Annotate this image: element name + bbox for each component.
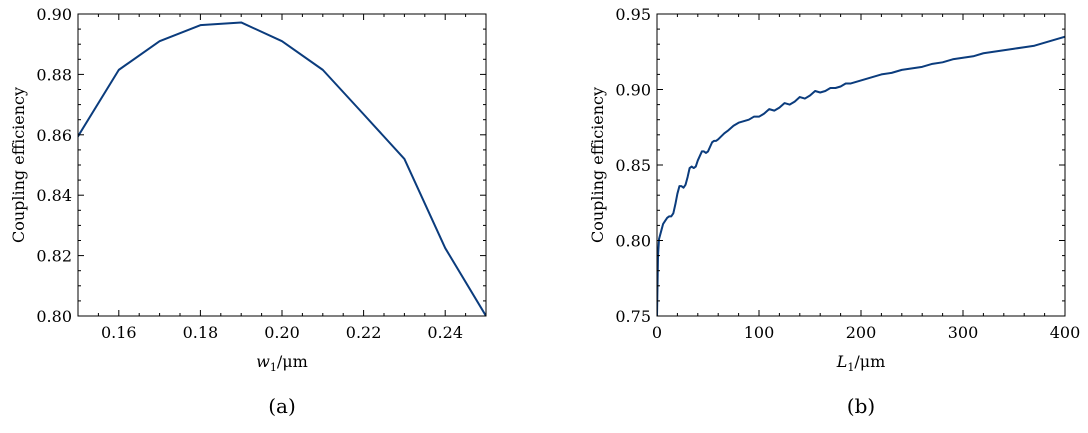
panel-b-y-tick-label: 0.90 — [615, 81, 651, 100]
panel-b-x-axis-label-var: L — [836, 352, 848, 371]
panel-b-y-tick-label: 0.85 — [615, 156, 651, 175]
panel-a-x-tick-label: 0.20 — [264, 323, 300, 342]
panel-b-x-axis-label-sub: 1 — [847, 361, 854, 374]
panel-a-x-axis-label-var: w — [256, 352, 270, 371]
panel-b-x-tick-label: 100 — [744, 323, 775, 342]
panel-a-y-axis-label: Coupling efficiency — [9, 87, 28, 243]
panel-a-x-tick-label: 0.22 — [346, 323, 382, 342]
panel-b-y-tick-label: 0.80 — [615, 232, 651, 251]
panel-b-y-axis-label: Coupling efficiency — [588, 87, 607, 243]
panel-b-x-tick-label: 400 — [1050, 323, 1081, 342]
panel-b-x-axis-label: L1/μm — [836, 352, 886, 374]
panel-a-x-axis-label-sub: 1 — [270, 361, 277, 374]
panel-a-x-axis-label-unit: /μm — [277, 352, 308, 371]
panel-a-y-tick-label: 0.90 — [36, 5, 72, 24]
panel-a-x-tick-label: 0.16 — [101, 323, 137, 342]
panel-b-y-tick-label: 0.95 — [615, 5, 651, 24]
panel-b-panel-label: (b) — [847, 394, 875, 418]
panel-a-y-tick-label: 0.88 — [36, 65, 72, 84]
panel-a-x-tick-label: 0.18 — [183, 323, 219, 342]
panel-b-series-line-0 — [657, 35, 1065, 316]
panel-b-x-tick-label: 200 — [846, 323, 877, 342]
panel-a-y-tick-label: 0.80 — [36, 307, 72, 326]
panel-a-plot-frame — [77, 13, 487, 317]
panel-a-series-line-0 — [78, 21, 486, 316]
panel-a-x-axis-label: w1/μm — [256, 352, 308, 374]
panel-b: 0 100 200 300 400 0.75 0.80 0.85 0.90 0.95 Couplin… — [588, 5, 1080, 418]
panel-a-y-tick-label: 0.84 — [36, 186, 72, 205]
panel-a-y-tick-label: 0.86 — [36, 126, 72, 145]
panel-a-y-tick-label: 0.82 — [36, 247, 72, 266]
panel-a-panel-label: (a) — [268, 394, 296, 418]
panel-b-plot-frame — [656, 13, 1066, 317]
panel-a-x-tick-label: 0.24 — [427, 323, 463, 342]
panel-b-x-axis-label-unit: /μm — [854, 352, 885, 371]
panel-b-x-tick-label: 300 — [948, 323, 979, 342]
panel-b-y-tick-label: 0.75 — [615, 307, 651, 326]
panel-b-x-tick-label: 0 — [652, 323, 662, 342]
panel-a: 0.16 0.18 0.20 0.22 0.24 0.80 0.82 0.84 0.86 0.88… — [9, 5, 487, 418]
